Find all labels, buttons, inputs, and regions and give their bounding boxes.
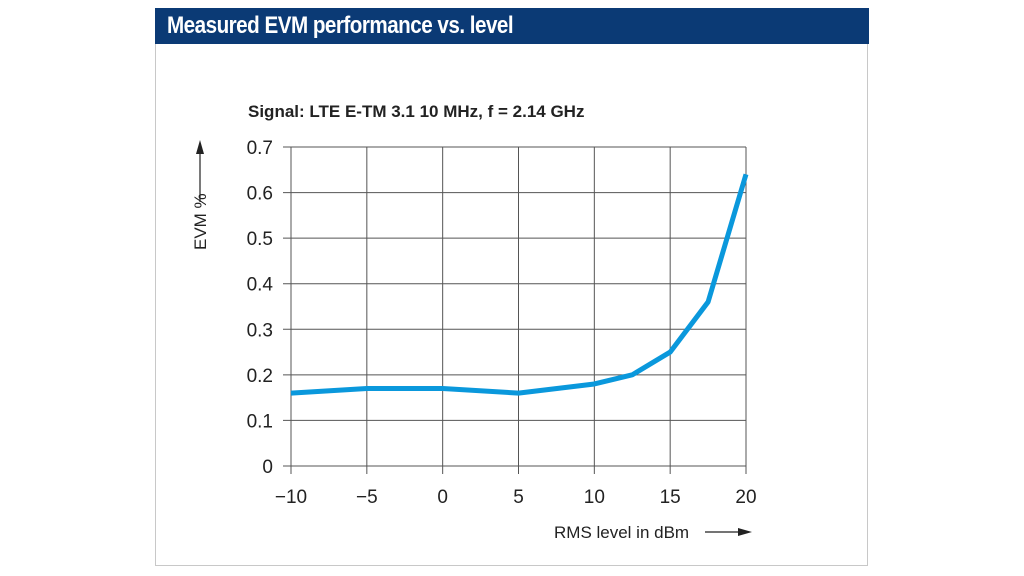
chart-title: Measured EVM performance vs. level	[167, 12, 514, 39]
x-tick-label: 5	[513, 487, 524, 508]
y-tick-label: 0.6	[247, 184, 273, 205]
y-tick-label: 0.5	[247, 229, 273, 250]
x-tick-label: 15	[660, 487, 681, 508]
chart-card	[155, 8, 868, 566]
y-axis-label: EVM %	[191, 193, 210, 250]
y-tick-label: 0.7	[247, 138, 273, 159]
x-axis-arrow-icon	[738, 528, 752, 536]
x-axis-label: RMS level in dBm	[554, 523, 689, 542]
header-bar: Measured EVM performance vs. level	[155, 8, 869, 44]
y-axis-label-group: EVM %	[191, 140, 210, 250]
y-tick-labels: 0 0.1 0.2 0.3 0.4 0.5 0.6 0.7	[247, 138, 274, 478]
grid	[283, 146, 747, 474]
y-tick-label: 0.2	[247, 366, 273, 387]
x-tick-label: −10	[275, 487, 307, 508]
y-tick-label: 0.3	[247, 320, 273, 341]
y-tick-label: 0	[262, 457, 273, 478]
chart-subtitle: Signal: LTE E-TM 3.1 10 MHz, f = 2.14 GH…	[248, 102, 584, 121]
x-tick-label: 0	[437, 487, 448, 508]
x-tick-labels: −10 −5 0 5 10 15 20	[275, 487, 757, 508]
series-group	[290, 173, 749, 396]
y-axis-arrow-icon	[196, 140, 204, 154]
y-tick-label: 0.4	[247, 275, 274, 296]
x-tick-label: −5	[356, 487, 378, 508]
x-tick-label: 10	[584, 487, 605, 508]
y-tick-label: 0.1	[247, 411, 273, 432]
x-tick-label: 20	[735, 487, 756, 508]
